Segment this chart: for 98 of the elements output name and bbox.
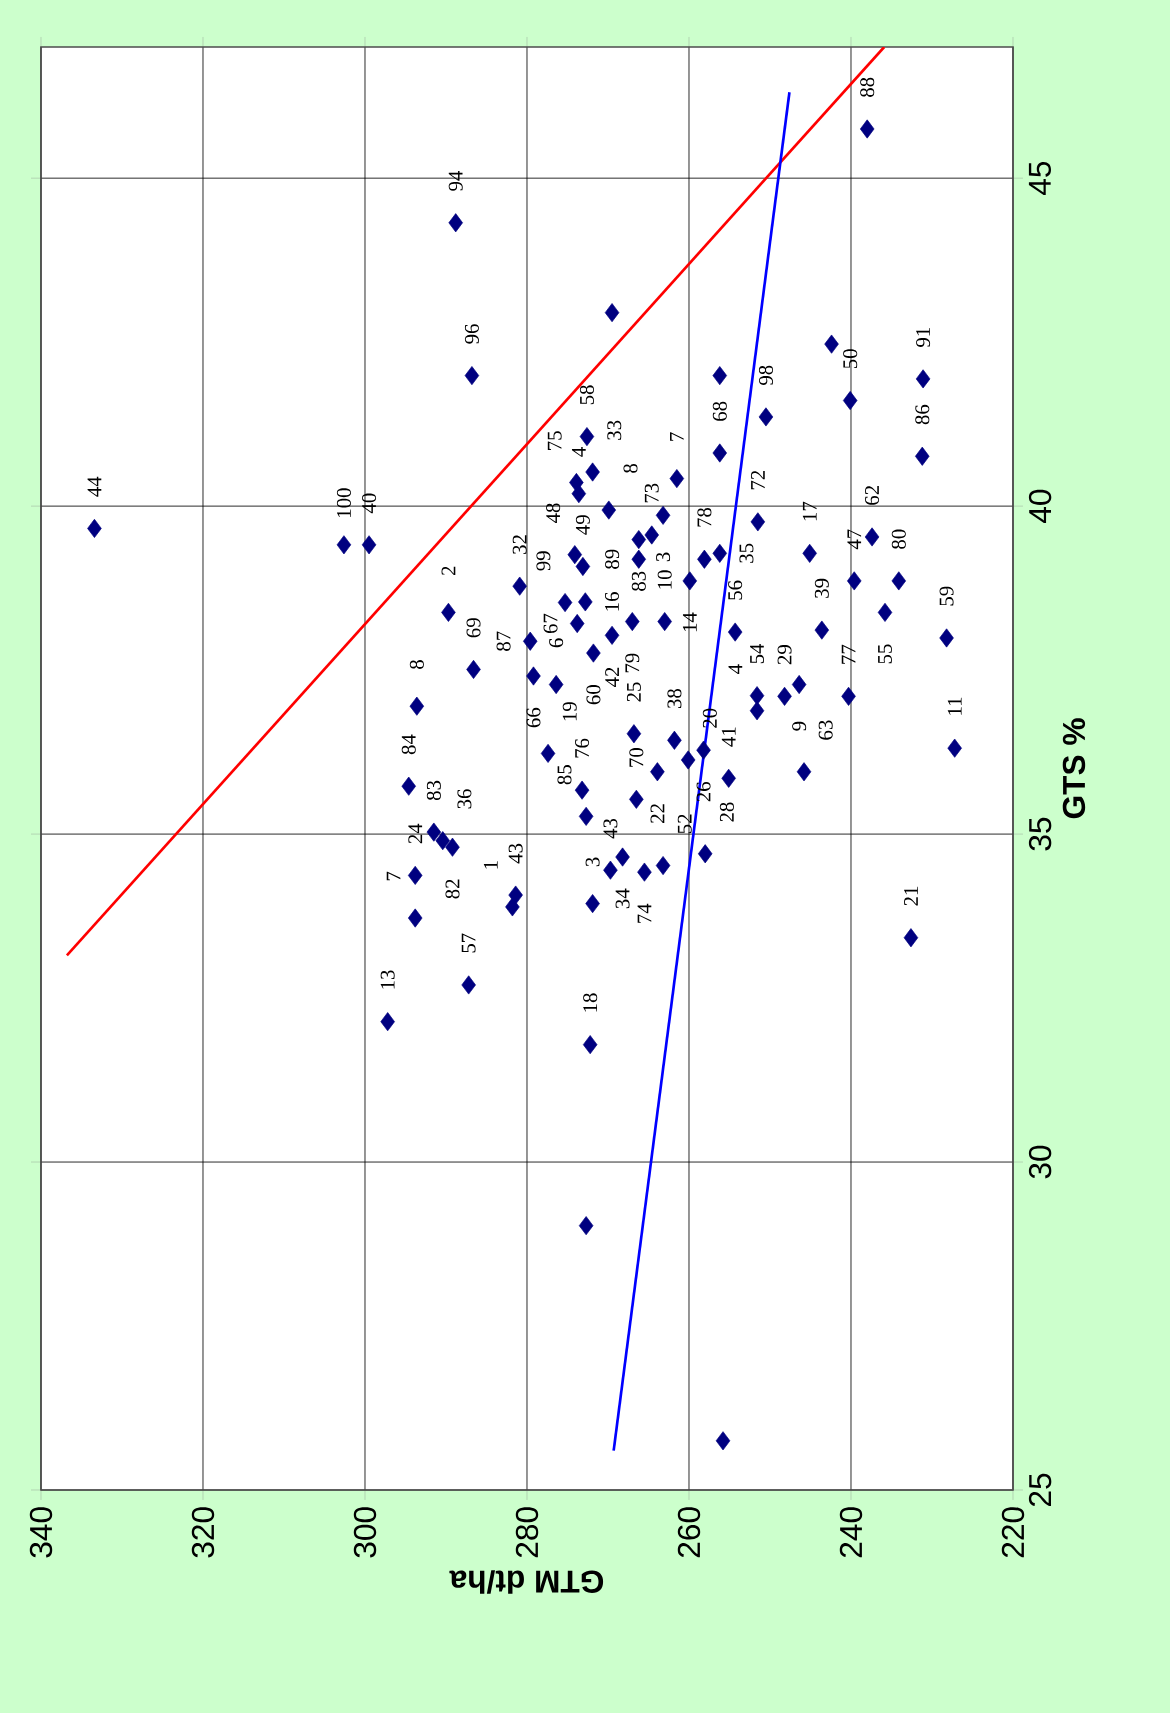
annotation: 7 [670, 432, 684, 441]
annotation: 48 [546, 503, 561, 523]
x-tick-label: 300 [353, 1507, 377, 1558]
annotation: 78 [697, 507, 712, 527]
annotation: 77 [841, 644, 856, 664]
annotation: 4 [571, 447, 586, 457]
annotation: 82 [445, 879, 460, 899]
annotation: 99 [536, 551, 551, 571]
annotation: 32 [512, 535, 527, 554]
annotation: 36 [457, 789, 472, 809]
annotation: 55 [878, 644, 892, 664]
annotation: 69 [466, 618, 481, 638]
annotation: 10 [657, 570, 672, 589]
annotation: 83 [631, 571, 646, 591]
annotation: 35 [739, 543, 754, 563]
annotation: 21 [904, 886, 918, 906]
annotation: 26 [696, 781, 711, 802]
y-tick-label: 45 [1028, 161, 1051, 196]
annotation: 47 [847, 529, 862, 550]
annotation: 4 [728, 664, 743, 674]
x-tick-label: 280 [515, 1507, 539, 1558]
annotation: 54 [750, 643, 764, 664]
annotation: 89 [605, 549, 620, 569]
annotation: 83 [426, 780, 441, 801]
annotation: 43 [603, 818, 618, 839]
annotation: 39 [814, 578, 829, 598]
annotation: 42 [605, 667, 619, 688]
annotation: 2 [441, 566, 456, 576]
annotation: 57 [461, 933, 476, 953]
y-tick-label: 25 [1028, 1473, 1052, 1507]
annotation: 94 [448, 171, 463, 191]
annotation: 75 [547, 431, 562, 450]
annotation: 8 [409, 660, 424, 669]
annotation: 3 [585, 857, 600, 867]
annotation: 14 [682, 612, 697, 632]
annotation: 24 [408, 823, 423, 844]
annotation: 34 [615, 888, 630, 909]
annotation: 1 [483, 861, 498, 869]
annotation: 56 [728, 580, 743, 600]
annotation: 44 [87, 476, 102, 497]
y-tick-label: 40 [1028, 489, 1052, 524]
annotation: 3 [656, 552, 671, 562]
annotation: 18 [583, 993, 598, 1012]
annotation: 86 [915, 404, 930, 425]
annotation: 49 [575, 515, 590, 535]
annotation: 62 [865, 486, 880, 505]
annotation: 84 [401, 734, 416, 755]
annotation: 50 [843, 349, 858, 369]
annotation: 100 [336, 488, 351, 517]
annotation: 68 [712, 401, 727, 421]
annotation: 67 [543, 613, 558, 634]
annotation: 7 [386, 871, 401, 881]
x-tick-label: 220 [1001, 1507, 1025, 1558]
annotation: 60 [586, 685, 601, 705]
x-axis-title: GTM dt/ha [449, 1570, 604, 1594]
annotation: 22 [650, 804, 665, 823]
annotation: 63 [818, 720, 833, 740]
annotation: 43 [508, 843, 523, 864]
x-tick-label: 240 [839, 1507, 863, 1558]
annotation: 66 [526, 707, 541, 728]
annotation: 98 [758, 365, 773, 385]
annotation: 91 [916, 328, 931, 347]
annotation: 79 [625, 653, 640, 673]
annotation: 19 [562, 702, 577, 721]
annotation: 74 [637, 903, 652, 923]
y-tick-label: 35 [1028, 817, 1052, 851]
annotation: 9 [792, 721, 807, 731]
annotation: 13 [380, 970, 395, 989]
x-tick-label: 340 [29, 1507, 53, 1558]
annotation: 70 [629, 748, 644, 767]
annotation: 28 [719, 802, 734, 822]
annotation: 58 [579, 385, 594, 405]
annotation: 20 [702, 708, 717, 728]
annotation: 33 [607, 420, 622, 440]
annotation: 96 [464, 324, 479, 344]
annotation: 87 [496, 631, 511, 651]
y-tick-label: 30 [1028, 1145, 1052, 1179]
annotation: 38 [667, 689, 682, 709]
x-tick-label: 320 [191, 1507, 215, 1558]
annotation: 85 [557, 765, 572, 785]
annotation: 80 [891, 529, 906, 549]
annotation: 59 [939, 586, 954, 606]
annotation: 16 [604, 592, 619, 611]
annotation: 73 [644, 483, 659, 503]
annotation: 72 [750, 470, 765, 490]
annotation: 29 [777, 645, 792, 665]
annotation: 88 [860, 77, 875, 97]
annotation: 52 [677, 814, 692, 834]
annotation: 8 [623, 463, 638, 473]
annotation: 41 [721, 727, 736, 747]
annotation: 76 [575, 738, 590, 758]
annotation: 25 [626, 682, 641, 702]
annotation: 6 [549, 638, 564, 648]
annotation: 11 [947, 697, 962, 715]
annotation: 17 [802, 501, 817, 521]
y-axis-title: GTS % [1062, 718, 1086, 819]
annotation: 40 [362, 493, 377, 514]
x-tick-label: 260 [677, 1507, 701, 1558]
